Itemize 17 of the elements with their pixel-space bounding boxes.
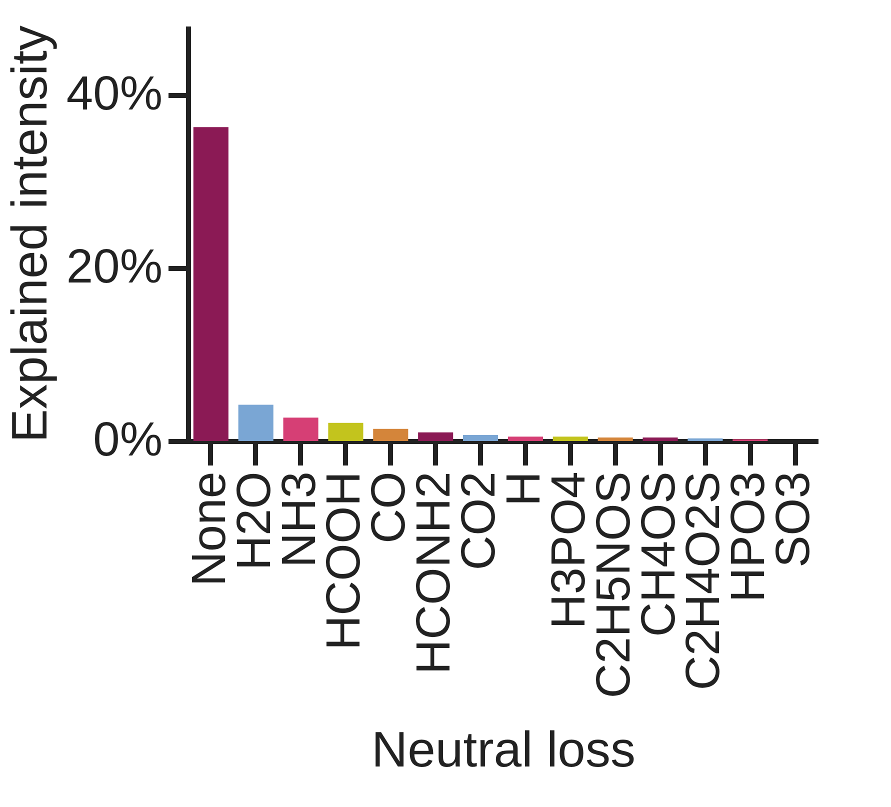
bar [508, 436, 543, 441]
bar [193, 127, 228, 441]
y-tick-label: 40% [66, 68, 162, 121]
bar [418, 432, 454, 441]
bar [238, 404, 274, 441]
bar [283, 418, 318, 441]
bar [373, 428, 408, 441]
bar [598, 438, 633, 441]
bar [463, 434, 498, 441]
y-tick-label: 20% [66, 240, 162, 294]
y-axis-title: Explained intensity [1, 26, 58, 442]
x-axis-title: Neutral loss [372, 722, 636, 778]
bar [552, 436, 588, 441]
bar [642, 438, 678, 441]
bar [328, 422, 364, 441]
bar [688, 438, 723, 441]
y-tick-label: 0% [93, 414, 162, 466]
